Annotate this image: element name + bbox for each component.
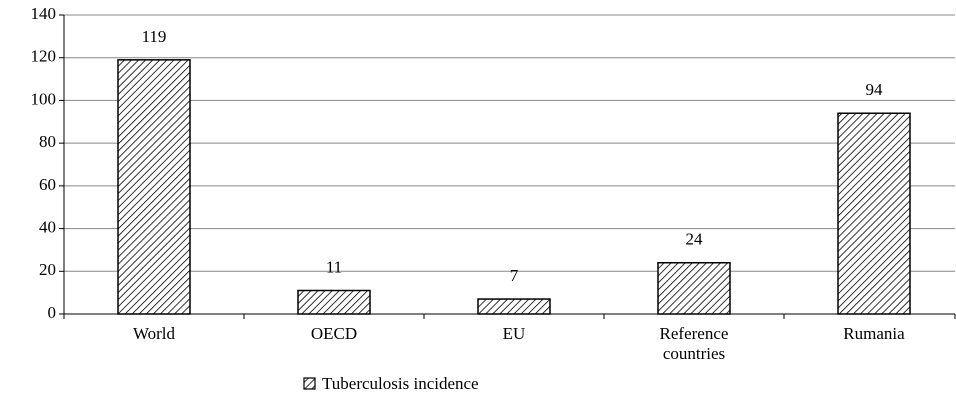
x-tick-label: OECD: [310, 324, 358, 343]
y-tick-label: 100: [31, 89, 57, 108]
y-tick-label: 60: [39, 175, 56, 194]
bar: [837, 112, 911, 315]
legend-swatch: [303, 377, 316, 390]
bar: [117, 59, 191, 315]
y-tick-label: 120: [31, 47, 57, 66]
data-label: 24: [686, 230, 704, 249]
y-tick-label: 80: [39, 132, 56, 151]
bar: [657, 261, 731, 315]
x-tick-label: Rumania: [843, 324, 905, 343]
x-tick-label: Reference countries: [659, 324, 729, 363]
x-tick-label: World: [132, 324, 176, 343]
y-tick-label: 40: [39, 217, 56, 236]
y-tick-label: 140: [31, 4, 57, 23]
data-label: 7: [510, 266, 519, 285]
data-label: 119: [142, 27, 167, 46]
data-label: 94: [866, 80, 884, 99]
data-label: 11: [326, 257, 342, 276]
x-tick-label: EU: [502, 324, 526, 343]
bar: [477, 298, 551, 315]
y-tick-label: 0: [48, 303, 57, 322]
bar: [297, 289, 371, 315]
y-tick-label: 20: [39, 260, 56, 279]
legend-label: Tuberculosis incidence: [322, 374, 479, 393]
